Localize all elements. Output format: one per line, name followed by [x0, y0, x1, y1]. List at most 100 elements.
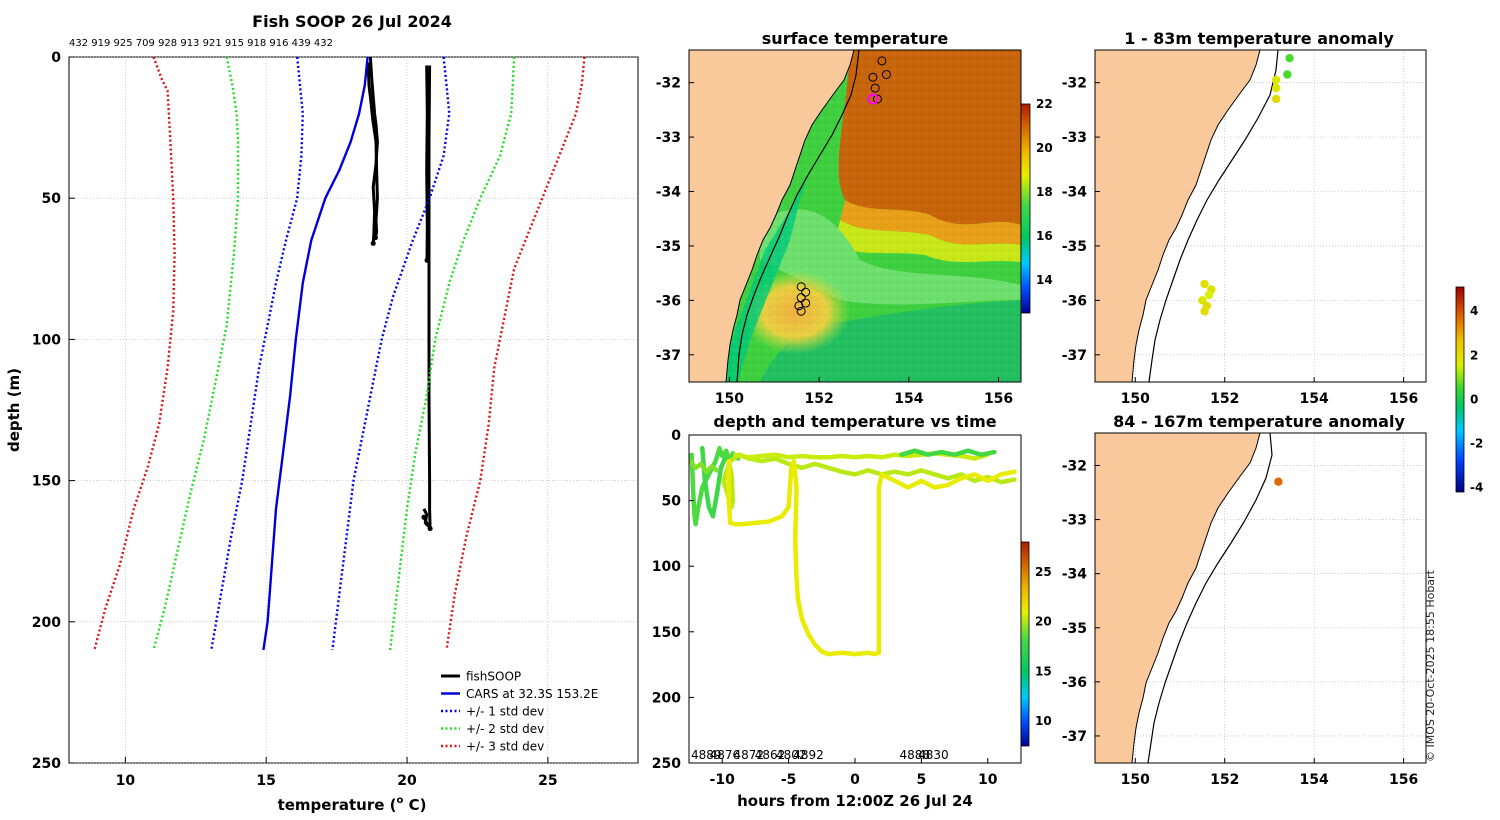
surface-map: [689, 50, 1021, 382]
anomaly-shallow-panel: 1 - 83m temperature anomaly 150 152 154 156…: [1062, 29, 1484, 495]
anomaly-colorbar-tick-label: 2: [1470, 348, 1478, 362]
anomaly-colorbar: [1455, 286, 1465, 493]
lat-tick-label: -34: [1062, 567, 1088, 583]
lat-tick-label: -37: [656, 348, 681, 364]
lon-tick-label: 150: [715, 391, 744, 407]
time-colorbar-tick-label: 20: [1035, 615, 1052, 629]
x-tick-label: 5: [917, 772, 927, 788]
profile-xlabel-pre: temperature (: [278, 796, 397, 814]
y-tick-label: 50: [42, 191, 62, 207]
x-tick-label: 10: [978, 772, 998, 788]
lat-tick-label: -37: [1062, 729, 1087, 745]
y-tick-label: 250: [32, 756, 61, 772]
profile-xlabel-sup: o: [396, 795, 403, 806]
anomaly-deep-y-ticks: -32 -33 -34 -35 -36 -37: [1062, 458, 1100, 745]
anomaly-deep-title: 84 - 167m temperature anomaly: [1113, 412, 1405, 431]
y-tick-label: 100: [652, 559, 681, 575]
track-line-1: [700, 445, 728, 519]
x-tick-label: 0: [850, 772, 860, 788]
profile-panel: Fish SOOP 26 Jul 2024 432 919 925 709 92…: [5, 12, 639, 814]
observation-marker: [877, 56, 887, 66]
x-tick-label: -10: [710, 772, 736, 788]
lon-tick-label: 154: [894, 391, 923, 407]
anomaly-shallow-x-ticks: 150 152 154 156: [1121, 377, 1418, 407]
series-end-dot: [370, 240, 376, 246]
observation-marker: [796, 293, 806, 303]
colorbar-tick-label: 22: [1036, 97, 1053, 111]
lon-tick-label: 156: [1389, 391, 1418, 407]
colorbar-tick-label: 16: [1036, 229, 1053, 243]
surface-panel: surface temperature 150 152 154 156 -32-33-…: [656, 29, 1053, 407]
series-line-blue_dot-7: [331, 57, 451, 651]
cruise-label: 4802: [776, 748, 807, 762]
cruise-label: 4888: [899, 748, 930, 762]
anomaly-shallow-land: [1095, 50, 1261, 382]
anomaly-point: [1271, 75, 1281, 85]
series-line-blue-5: [262, 57, 369, 651]
lat-tick-label: -32: [656, 76, 681, 92]
lat-tick-label: -35: [1062, 621, 1087, 637]
y-tick-label: 100: [32, 332, 61, 348]
track-line-3: [721, 452, 1017, 510]
anomaly-colorbar-tick-label: -4: [1470, 481, 1483, 495]
cruise-label: 4889: [691, 748, 722, 762]
time-colorbar-tick-label: 15: [1035, 664, 1052, 678]
lat-tick-label: -36: [656, 293, 681, 309]
time-depth-xlabel: hours from 12:00Z 26 Jul 24: [737, 792, 973, 810]
anomaly-deep-land: [1095, 433, 1261, 763]
profile-title: Fish SOOP 26 Jul 2024: [252, 12, 452, 31]
track-line-6: [899, 448, 997, 457]
lon-tick-label: 150: [1121, 391, 1150, 407]
series-line-blue_dot-6: [210, 57, 304, 651]
lat-tick-label: -36: [1062, 675, 1087, 691]
anomaly-deep-map: [1095, 433, 1283, 763]
time-depth-x-ticks: -10 -5 0 5 10: [710, 758, 998, 788]
time-depth-colorbar: [1020, 541, 1030, 747]
surface-x-ticks: 150 152 154 156: [715, 377, 1013, 407]
surface-observation-points: [794, 56, 891, 316]
anomaly-shallow-map: [1095, 50, 1294, 382]
anomaly-colorbar-tick-label: 4: [1470, 304, 1478, 318]
surface-isobath: [736, 50, 860, 382]
anomaly-point: [1285, 53, 1294, 63]
lat-tick-label: -33: [656, 130, 681, 146]
x-tick-label: 15: [256, 773, 275, 789]
legend-label: CARS at 32.3S 153.2E: [466, 687, 598, 701]
anomaly-deep-x-ticks: 150 152 154 156: [1121, 758, 1418, 788]
observation-marker: [796, 306, 806, 316]
anomaly-shallow-title: 1 - 83m temperature anomaly: [1124, 29, 1394, 48]
series-line-green_dot-8: [152, 57, 240, 651]
surface-colorbar-ticks: 14 16 18 20 22: [1036, 97, 1053, 287]
profile-xlabel: temperature (o C): [278, 795, 427, 814]
cruise-label: 4892: [793, 748, 824, 762]
anomaly-deep-frame: [1094, 432, 1427, 764]
observation-marker: [796, 282, 806, 292]
y-tick-label: 150: [32, 474, 61, 490]
lon-tick-label: 154: [1300, 391, 1329, 407]
observation-marker: [794, 301, 804, 311]
lat-tick-label: -33: [1062, 513, 1087, 529]
anomaly-shallow-y-ticks: -32 -33 -34 -35 -36 -37: [1062, 76, 1100, 364]
cruise-label: 4876: [710, 748, 741, 762]
cruise-label: 4830: [918, 748, 949, 762]
profile-y-ticks: 0 50 100 150 200 250: [32, 50, 75, 772]
credit-text: © IMOS 20-Oct-2025 18:55 Hobart: [1424, 570, 1437, 762]
time-depth-title: depth and temperature vs time: [713, 412, 996, 431]
profile-xlabel-post: C): [403, 796, 426, 814]
series-line-red_dot-11: [445, 57, 586, 651]
legend-label: +/- 3 std dev: [466, 740, 544, 754]
colorbar-tick-label: 20: [1036, 141, 1053, 155]
anomaly-point: [1274, 477, 1283, 486]
time-colorbar-tick-label: 10: [1035, 714, 1052, 728]
anomaly-deep-points: [1274, 477, 1283, 486]
lon-tick-label: 150: [1121, 772, 1150, 788]
lat-tick-label: -32: [1062, 458, 1087, 474]
lat-tick-label: -36: [1062, 293, 1087, 309]
time-depth-y-ticks: 0 50 100 150 200 250: [652, 428, 694, 772]
anomaly-point: [1200, 279, 1209, 289]
anomaly-point: [1204, 290, 1214, 300]
anomaly-shallow-isobath: [1148, 50, 1279, 382]
current-position-marker: [867, 93, 879, 105]
series-end-dot: [427, 526, 433, 532]
